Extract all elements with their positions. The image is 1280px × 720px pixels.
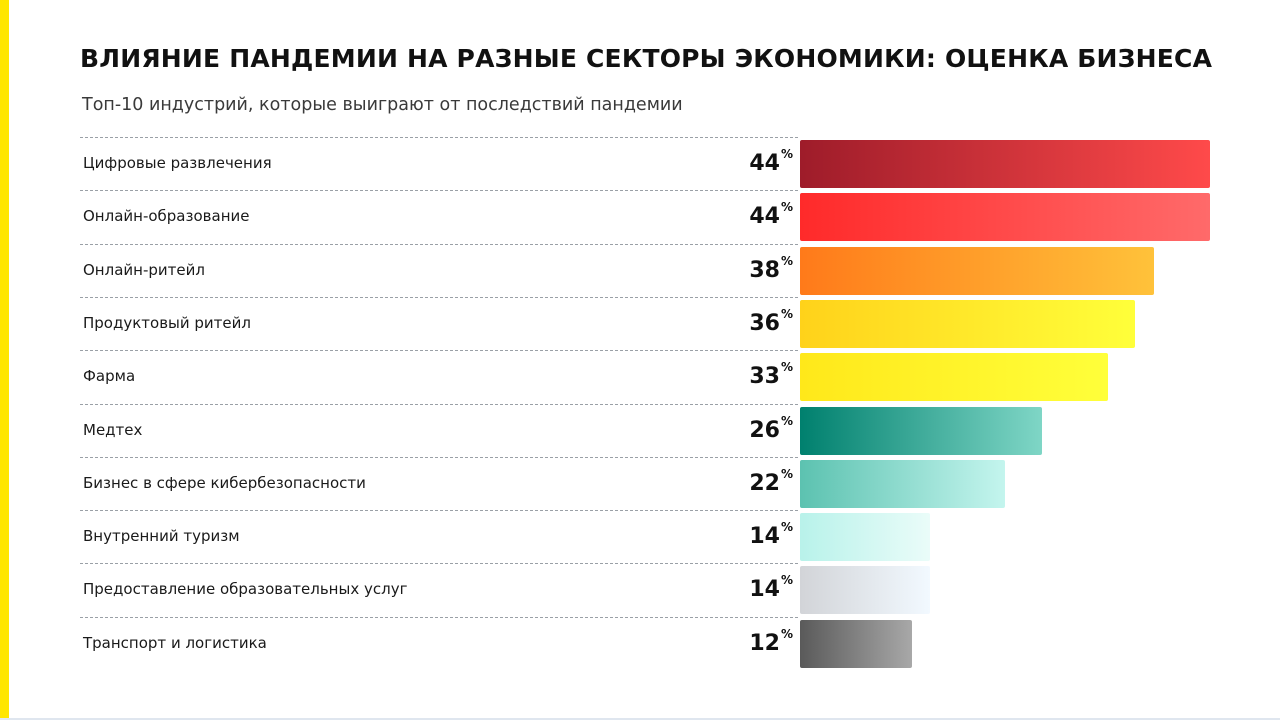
category-label: Бизнес в сфере кибербезопасности [83,473,366,492]
bar [800,406,1042,455]
value-number: 22 [749,470,780,496]
value-unit: % [780,573,793,588]
bar-row: Внутренний туризм 14% [80,510,1220,563]
bar-row: Цифровые развлечения 44% [80,137,1220,190]
value-number: 26 [749,417,780,443]
bar [800,299,1135,348]
value-number: 14 [749,524,780,550]
bar [800,353,1108,402]
value-label: 14% [749,520,793,550]
row-separator [80,510,798,512]
bar [800,566,930,615]
category-label: Онлайн-ритейл [83,260,205,279]
bar-row: Медтех 26% [80,403,1220,457]
category-label: Транспорт и логистика [83,633,267,652]
value-label: 38% [749,254,793,283]
bar [800,246,1154,295]
category-label: Онлайн-образование [83,207,250,226]
value-label: 14% [749,573,793,603]
bar-row: Продуктовый ритейл 36% [80,296,1220,350]
value-number: 44 [749,204,780,230]
chart-subtitle: Топ-10 индустрий, которые выиграют от по… [82,95,683,115]
row-separator [80,456,798,458]
value-number: 36 [749,310,780,336]
row-separator [80,190,798,192]
value-unit: % [780,626,793,641]
bar-row: Онлайн-ритейл 38% [80,243,1220,297]
value-unit: % [780,306,793,321]
row-separator [80,137,798,138]
value-unit: % [780,520,793,535]
row-separator [80,616,798,618]
value-number: 33 [749,364,780,390]
bar [800,619,912,668]
value-number: 14 [749,577,780,603]
bar-row: Транспорт и логистика 12% [80,616,1220,670]
category-label: Продуктовый ритейл [83,313,251,332]
category-label: Фарма [83,367,136,386]
value-unit: % [780,413,793,428]
category-label: Медтех [83,420,143,439]
bar-row: Онлайн-образование 44% [80,190,1220,243]
bar [800,193,1210,242]
bottom-divider [0,718,1280,720]
row-separator [80,350,798,352]
row-separator [80,243,798,245]
row-separator [80,296,798,298]
value-unit: % [780,360,793,375]
bar [800,140,1210,188]
value-label: 44% [749,147,793,176]
value-number: 12 [749,630,780,656]
row-separator [80,563,798,565]
value-label: 33% [749,360,793,390]
value-unit: % [780,147,793,161]
value-label: 44% [749,200,793,230]
bar [800,513,930,562]
bar-row: Предоставление образовательных услуг 14% [80,563,1220,616]
bar [800,459,1005,508]
category-label: Предоставление образовательных услуг [83,580,408,599]
category-label: Внутренний туризм [83,527,240,546]
value-number: 38 [749,257,780,283]
category-label: Цифровые развлечения [83,154,272,172]
value-unit: % [780,253,793,268]
value-number: 44 [749,151,780,176]
value-label: 22% [749,467,793,496]
value-unit: % [780,200,793,215]
value-label: 36% [749,307,793,336]
bar-row: Бизнес в сфере кибербезопасности 22% [80,456,1220,510]
value-unit: % [780,466,793,481]
row-separator [80,403,798,405]
bar-row: Фарма 33% [80,350,1220,403]
value-label: 12% [749,627,793,656]
left-accent-stripe [0,0,9,720]
value-label: 26% [749,414,793,443]
chart-title: ВЛИЯНИЕ ПАНДЕМИИ НА РАЗНЫЕ СЕКТОРЫ ЭКОНО… [80,44,1213,73]
